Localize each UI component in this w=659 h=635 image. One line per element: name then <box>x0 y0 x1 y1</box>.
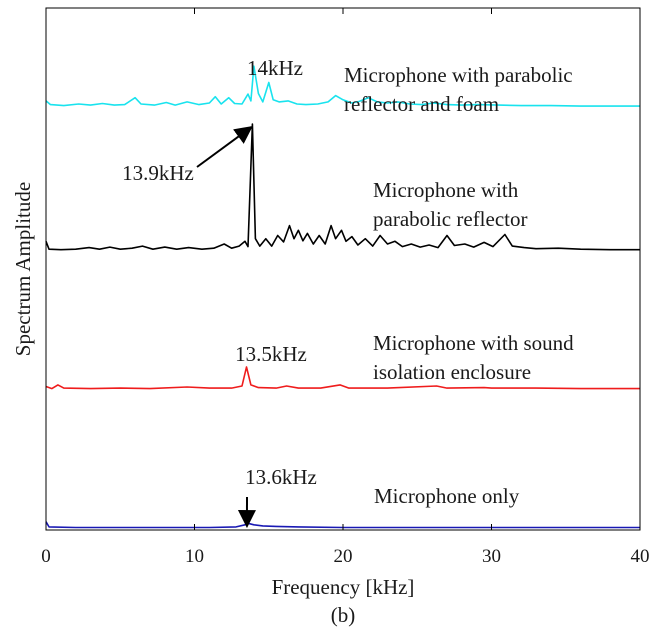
x-tick-label: 40 <box>631 546 650 567</box>
series-lines <box>45 65 640 529</box>
figure-caption: (b) <box>331 603 356 627</box>
peak-annotation-label: 14kHz <box>247 56 303 80</box>
series-labels: Microphone with parabolic reflector and f… <box>344 63 574 508</box>
x-tick-label: 0 <box>41 546 51 567</box>
peak-annotations: 14kHz 13.9kHz 13.5kHz 13.6kHz <box>122 56 317 529</box>
x-tick-label: 10 <box>185 546 204 567</box>
series-line-foam <box>45 65 640 107</box>
x-axis-ticks: 0 10 20 30 40 <box>41 8 650 567</box>
series-line-enclosure <box>45 366 640 390</box>
y-axis-label: Spectrum Amplitude <box>11 182 35 356</box>
series-label-foam: Microphone with parabolic <box>344 63 573 87</box>
peak-annotation-label: 13.9kHz <box>122 161 194 185</box>
series-label-enclosure: Microphone with sound <box>373 331 574 355</box>
peak-annotation-arrow <box>196 125 253 168</box>
x-tick-label: 20 <box>334 546 353 567</box>
peak-annotation-label: 13.6kHz <box>245 465 317 489</box>
series-label-reflector: parabolic reflector <box>373 207 528 231</box>
peak-annotation-label: 13.5kHz <box>235 342 307 366</box>
series-label-reflector: Microphone with <box>373 178 519 202</box>
series-line-reflector <box>45 123 640 251</box>
x-tick-label: 30 <box>482 546 501 567</box>
series-label-foam: reflector and foam <box>344 92 499 116</box>
series-label-only: Microphone only <box>374 484 520 508</box>
series-label-enclosure: isolation enclosure <box>373 360 531 384</box>
x-axis-label: Frequency [kHz] <box>272 575 415 599</box>
